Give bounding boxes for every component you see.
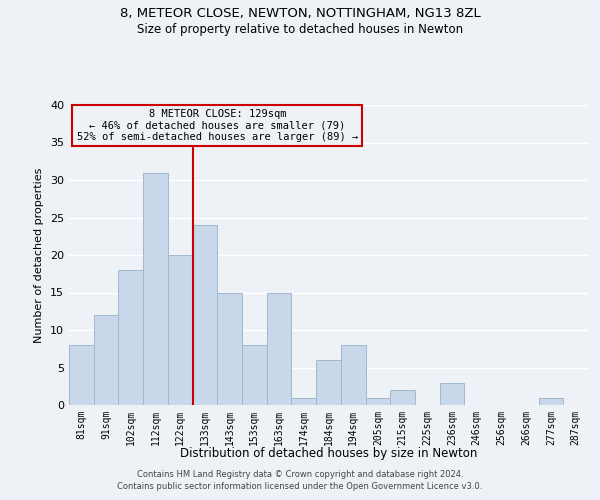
Y-axis label: Number of detached properties: Number of detached properties [34, 168, 44, 342]
Text: 8, METEOR CLOSE, NEWTON, NOTTINGHAM, NG13 8ZL: 8, METEOR CLOSE, NEWTON, NOTTINGHAM, NG1… [119, 8, 481, 20]
Bar [193, 225, 217, 405]
Bar [341, 345, 365, 405]
Bar [316, 360, 341, 405]
Text: Size of property relative to detached houses in Newton: Size of property relative to detached ho… [137, 22, 463, 36]
Bar [143, 172, 168, 405]
Bar [168, 255, 193, 405]
Bar [94, 315, 118, 405]
Text: Distribution of detached houses by size in Newton: Distribution of detached houses by size … [180, 448, 478, 460]
Text: 8 METEOR CLOSE: 129sqm
← 46% of detached houses are smaller (79)
52% of semi-det: 8 METEOR CLOSE: 129sqm ← 46% of detached… [77, 109, 358, 142]
Bar [267, 292, 292, 405]
Bar [217, 292, 242, 405]
Text: Contains public sector information licensed under the Open Government Licence v3: Contains public sector information licen… [118, 482, 482, 491]
Bar [390, 390, 415, 405]
Bar [242, 345, 267, 405]
Bar [539, 398, 563, 405]
Bar [440, 382, 464, 405]
Bar [292, 398, 316, 405]
Bar [365, 398, 390, 405]
Text: Contains HM Land Registry data © Crown copyright and database right 2024.: Contains HM Land Registry data © Crown c… [137, 470, 463, 479]
Bar [69, 345, 94, 405]
Bar [118, 270, 143, 405]
